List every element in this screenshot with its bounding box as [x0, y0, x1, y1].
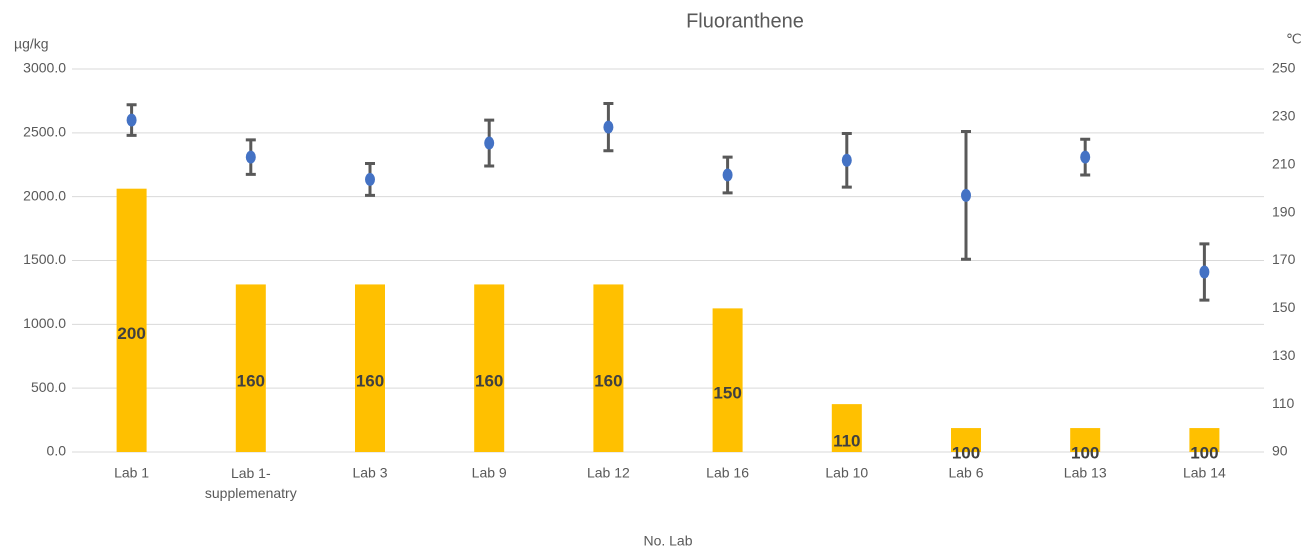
- bar: [831, 404, 862, 452]
- x-axis-label: No. Lab: [643, 533, 692, 549]
- y2-tick-label: 130: [1272, 347, 1296, 363]
- y-tick-label: 2000.0: [23, 187, 66, 203]
- y-tick-label: 2500.0: [23, 124, 66, 140]
- y-tick-label: 0.0: [47, 443, 67, 459]
- data-label: 150: [713, 384, 741, 403]
- y2-axis-label: ℃: [1286, 31, 1302, 47]
- data-label: 160: [594, 372, 622, 391]
- x-tick-label: Lab 6: [948, 465, 983, 481]
- y2-tick-label: 90: [1272, 443, 1288, 459]
- x-tick-label: Lab 3: [352, 465, 387, 481]
- bar: [1189, 428, 1220, 452]
- data-label: 200: [117, 324, 145, 343]
- data-label: 100: [952, 444, 980, 463]
- y-tick-label: 500.0: [31, 379, 66, 395]
- x-tick-label: Lab 9: [472, 465, 507, 481]
- x-tick-label: Lab 1: [114, 465, 149, 481]
- point: [365, 172, 375, 186]
- y2-tick-label: 190: [1272, 203, 1296, 219]
- data-label: 160: [475, 372, 503, 391]
- y2-tick-label: 250: [1272, 60, 1296, 76]
- data-label: 100: [1190, 444, 1218, 463]
- point: [484, 136, 495, 150]
- point: [961, 188, 971, 202]
- x-tick-label: Lab 1-supplemenatry: [205, 465, 297, 501]
- data-label: 160: [237, 372, 265, 391]
- point: [841, 153, 852, 167]
- point: [126, 113, 137, 127]
- y2-tick-label: 170: [1272, 251, 1296, 267]
- x-tick-label: Lab 13: [1064, 465, 1107, 481]
- bar: [235, 284, 266, 452]
- bar: [593, 284, 624, 452]
- x-tick-label: Lab 16: [706, 465, 749, 481]
- x-tick-label: Lab 12: [587, 465, 630, 481]
- point: [245, 150, 256, 164]
- bar: [474, 284, 505, 452]
- point: [1199, 265, 1210, 279]
- bar: [712, 308, 743, 452]
- chart-title: Fluoranthene: [686, 10, 804, 32]
- y-axis-label: µg/kg: [14, 36, 49, 52]
- bar: [355, 284, 385, 452]
- y2-tick-label: 230: [1272, 108, 1296, 124]
- point: [603, 120, 614, 134]
- y2-tick-label: 210: [1272, 155, 1296, 171]
- y-tick-label: 3000.0: [23, 60, 66, 76]
- y2-tick-label: 150: [1272, 299, 1296, 315]
- data-label: 100: [1071, 444, 1099, 463]
- point: [722, 168, 733, 182]
- bar: [951, 428, 981, 452]
- bar: [116, 188, 147, 452]
- data-label: 160: [356, 372, 384, 391]
- y-tick-label: 1000.0: [23, 315, 66, 331]
- x-tick-label: Lab 14: [1183, 465, 1226, 481]
- x-tick-label: Lab 10: [825, 465, 868, 481]
- bar: [1070, 428, 1101, 452]
- point: [1080, 150, 1091, 164]
- y-tick-label: 1500.0: [23, 251, 66, 267]
- y2-tick-label: 110: [1272, 395, 1295, 411]
- data-label: 110: [833, 432, 860, 451]
